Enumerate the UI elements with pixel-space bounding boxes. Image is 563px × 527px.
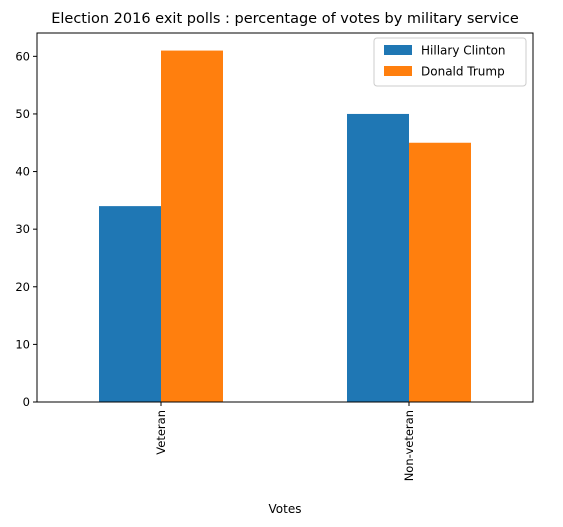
bar-donald-trump-veteran — [161, 50, 223, 402]
y-tick-label: 50 — [15, 107, 30, 121]
legend-label: Donald Trump — [421, 65, 505, 79]
legend: Hillary Clinton Donald Trump — [373, 37, 527, 87]
y-tick-label: 10 — [15, 337, 30, 351]
y-tick-label: 40 — [15, 165, 30, 179]
bar-donald-trump-non-veteran — [409, 142, 471, 402]
legend-swatch — [384, 66, 412, 76]
axes-frame — [36, 32, 534, 403]
chart-title: Election 2016 exit polls : percentage of… — [51, 11, 519, 27]
bar-hillary-clinton-veteran — [99, 206, 161, 402]
bar-hillary-clinton-non-veteran — [347, 113, 409, 403]
y-tick-label: 60 — [15, 49, 30, 63]
legend-label: Hillary Clinton — [421, 44, 506, 58]
x-axis-label: Votes — [269, 502, 302, 516]
y-tick-label: 0 — [23, 395, 30, 409]
x-tick-label: Veteran — [154, 410, 168, 455]
legend-swatch — [384, 45, 412, 55]
x-tick-label: Non-veteran — [402, 410, 416, 481]
y-tick-label: 20 — [15, 280, 30, 294]
y-tick-label: 30 — [15, 222, 30, 236]
plot-area: 0 10 20 30 40 50 60 Veteran Non-veteran Hillary C… — [15, 32, 534, 481]
